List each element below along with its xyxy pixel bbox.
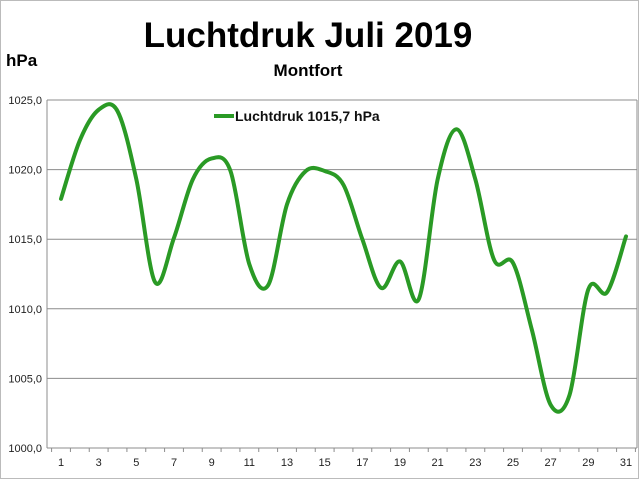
x-tick-label: 17 (356, 457, 368, 469)
x-tick-label: 31 (620, 457, 632, 469)
x-tick-label: 9 (209, 457, 215, 469)
x-tick-label: 25 (507, 457, 519, 469)
x-tick-label: 11 (244, 457, 255, 469)
chart-title: Luchtdruk Juli 2019 (144, 16, 473, 55)
x-tick-label: 13 (281, 457, 293, 469)
y-tick-label: 1000,0 (8, 443, 42, 455)
legend: Luchtdruk 1015,7 hPa (214, 108, 380, 124)
x-tick-label: 3 (96, 457, 102, 469)
x-tick-label: 21 (432, 457, 444, 469)
x-tick-label: 5 (133, 457, 139, 469)
legend-label: Luchtdruk 1015,7 hPa (235, 108, 380, 124)
x-tick-label: 7 (171, 457, 177, 469)
x-tick-label: 29 (582, 457, 594, 469)
x-tick-label: 27 (545, 457, 557, 469)
y-tick-label: 1010,0 (8, 304, 42, 316)
x-tick-label: 15 (319, 457, 331, 469)
x-tick-label: 23 (469, 457, 481, 469)
chart-subtitle: Montfort (274, 61, 343, 80)
y-tick-label: 1025,0 (8, 95, 42, 107)
x-tick-label: 1 (58, 457, 64, 469)
y-tick-label: 1015,0 (8, 234, 42, 246)
y-tick-label: 1005,0 (8, 373, 42, 385)
y-axis-label: hPa (6, 51, 38, 70)
x-tick-label: 19 (394, 457, 406, 469)
y-tick-label: 1020,0 (8, 165, 42, 177)
